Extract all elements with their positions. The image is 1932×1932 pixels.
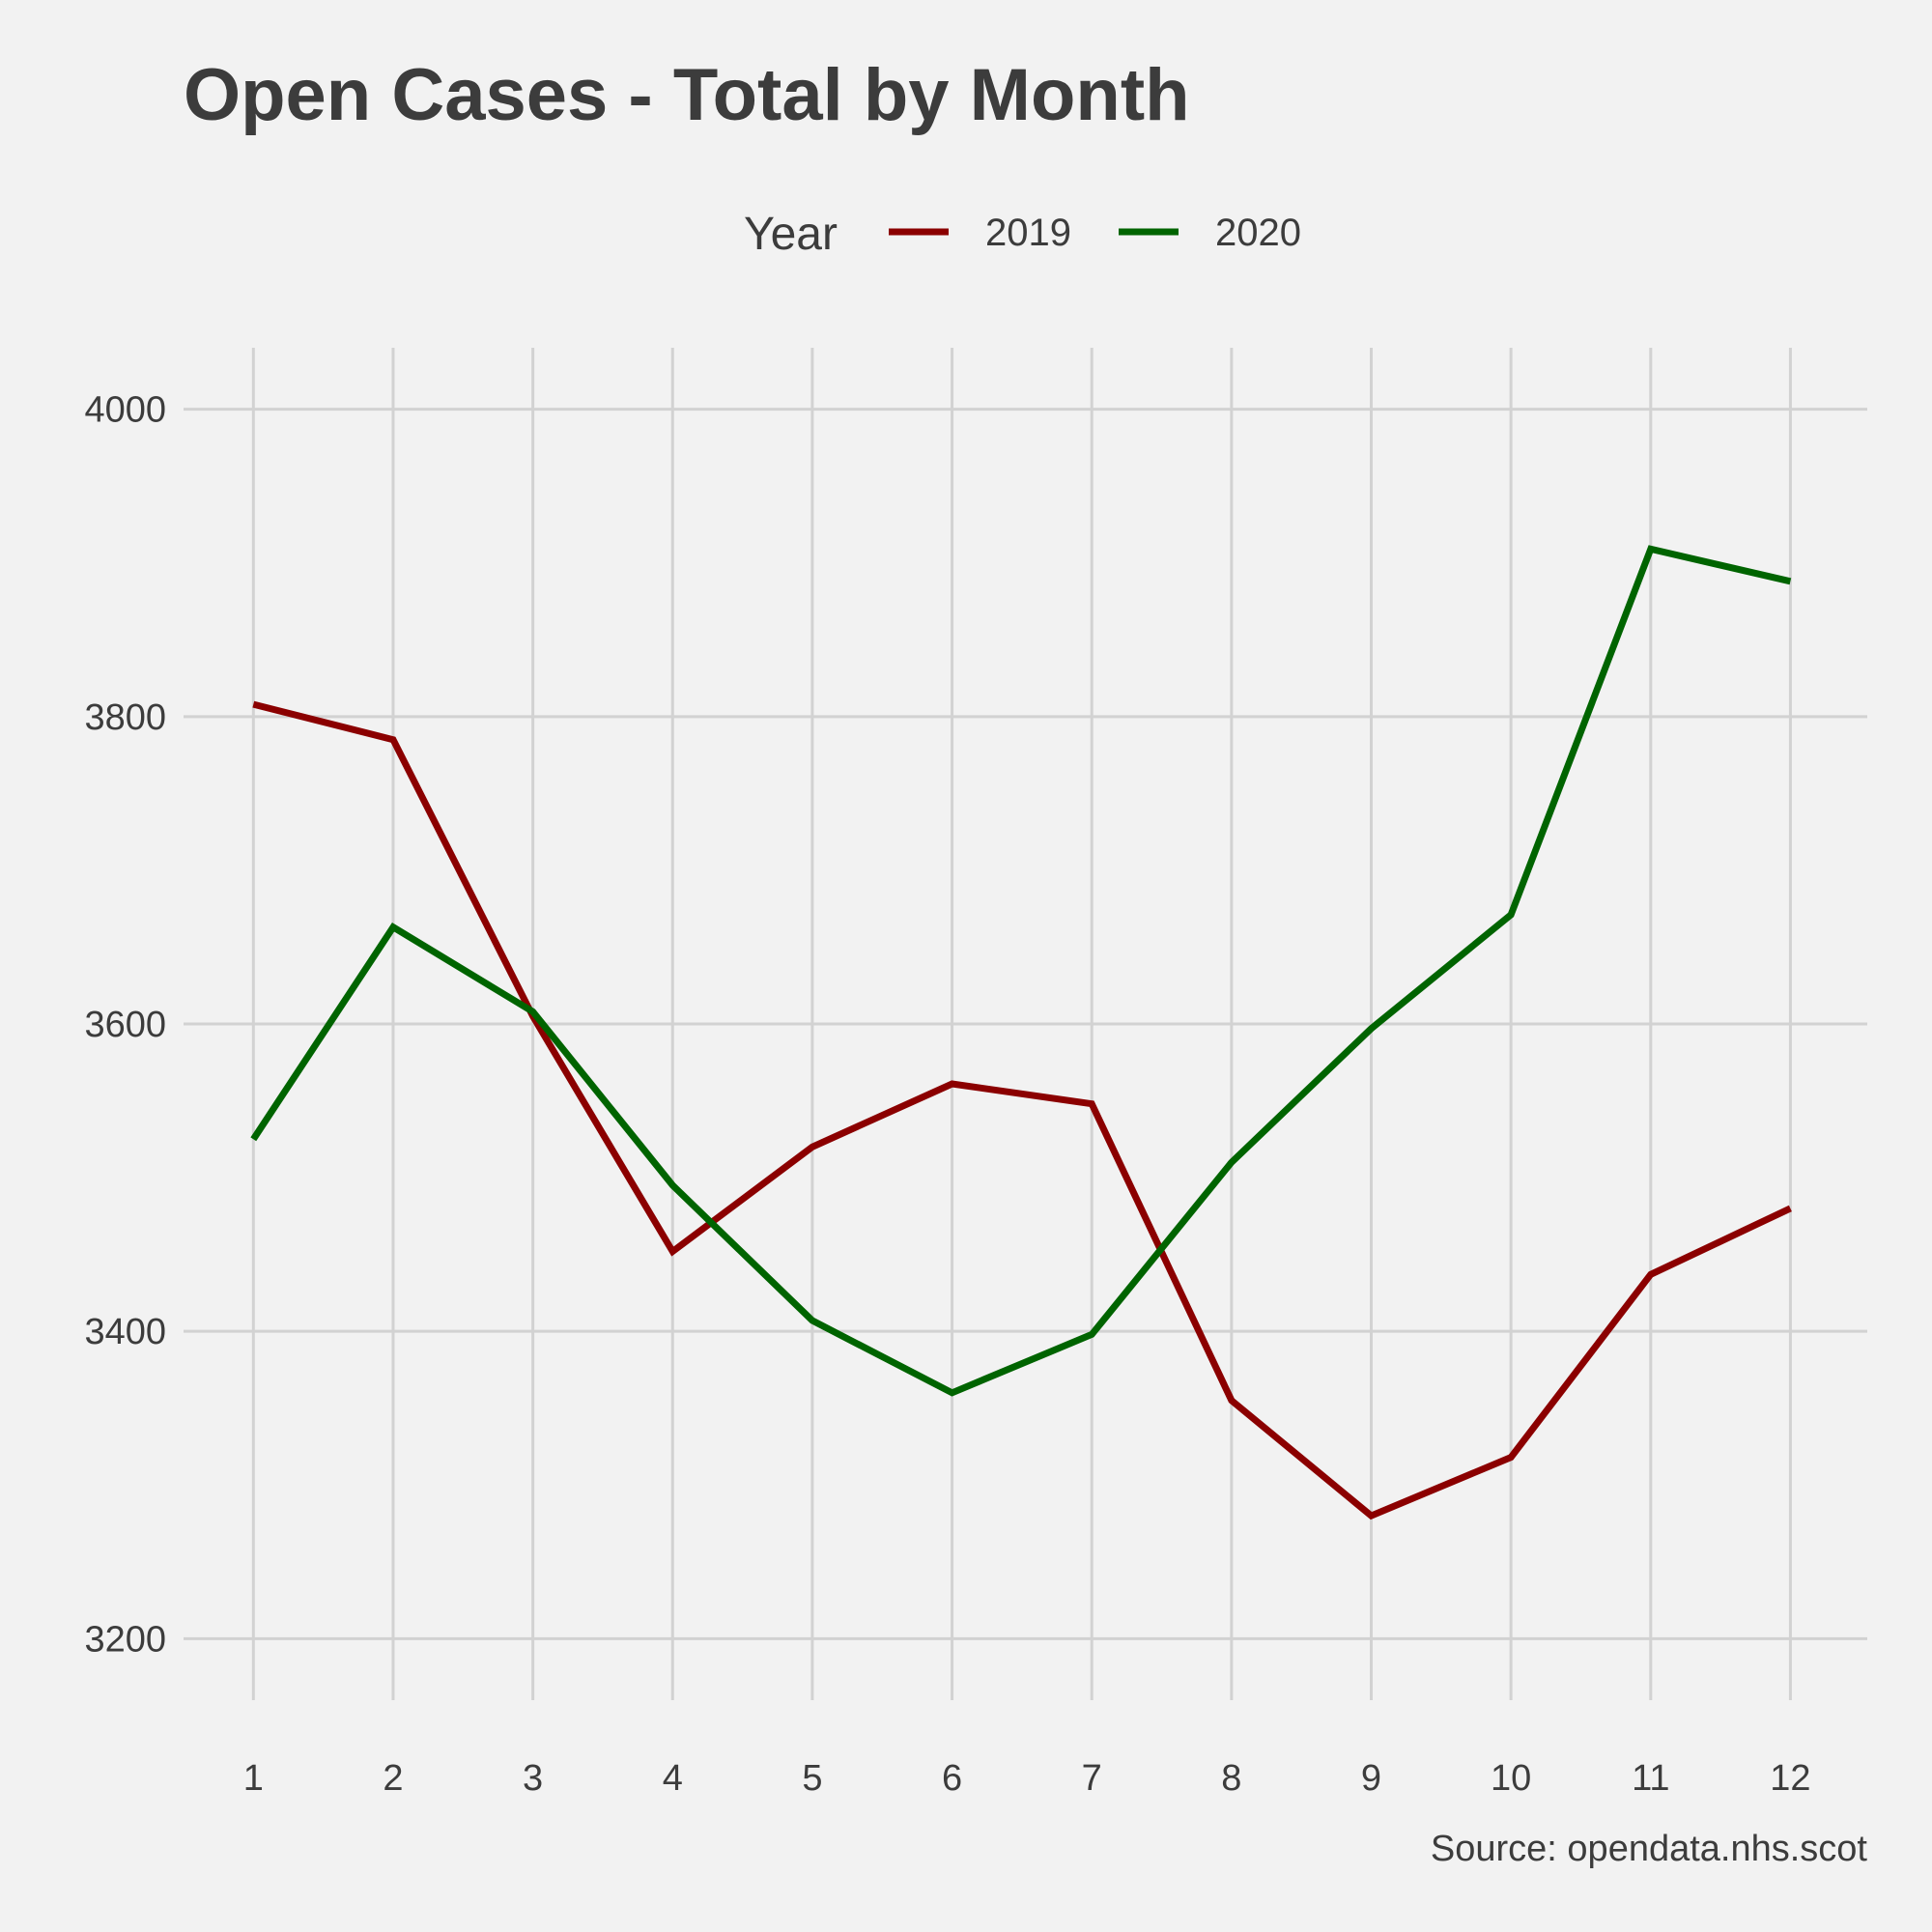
x-axis-tick-labels: 1 2 3 4 5 6 7 8 9 10 11 12	[243, 1758, 1811, 1799]
series-lines	[250, 545, 1792, 1520]
x-tick-label: 6	[942, 1758, 962, 1799]
legend-items: 2019 2020	[889, 212, 1301, 254]
x-tick-label: 1	[243, 1758, 264, 1799]
y-tick-label: 3400	[84, 1312, 166, 1352]
legend-label-2019: 2019	[985, 212, 1071, 254]
legend-title: Year	[744, 209, 838, 260]
x-tick-label: 5	[802, 1758, 822, 1799]
source-caption: Source: opendata.nhs.scot	[1431, 1829, 1868, 1869]
chart-title: Open Cases - Total by Month	[184, 54, 1190, 136]
x-tick-label: 3	[523, 1758, 543, 1799]
x-tick-label: 2	[383, 1758, 403, 1799]
x-tick-label: 4	[663, 1758, 683, 1799]
x-tick-label: 12	[1770, 1758, 1810, 1799]
legend-label-2020: 2020	[1215, 212, 1301, 254]
y-tick-label: 3800	[84, 697, 166, 738]
y-tick-label: 3600	[84, 1005, 166, 1045]
series-line-2020	[250, 545, 1792, 1397]
x-tick-label: 8	[1221, 1758, 1241, 1799]
y-axis-tick-labels: 3200 3400 3600 3800 4000	[84, 390, 166, 1661]
x-tick-label: 7	[1082, 1758, 1102, 1799]
gridlines	[184, 348, 1867, 1700]
x-tick-label: 10	[1491, 1758, 1531, 1799]
y-tick-label: 3200	[84, 1619, 166, 1660]
x-tick-label: 9	[1361, 1758, 1381, 1799]
series-line-2019	[252, 700, 1792, 1520]
x-tick-label: 11	[1632, 1758, 1669, 1799]
legend: Year 2019 2020	[744, 209, 1301, 260]
y-tick-label: 4000	[84, 390, 166, 431]
